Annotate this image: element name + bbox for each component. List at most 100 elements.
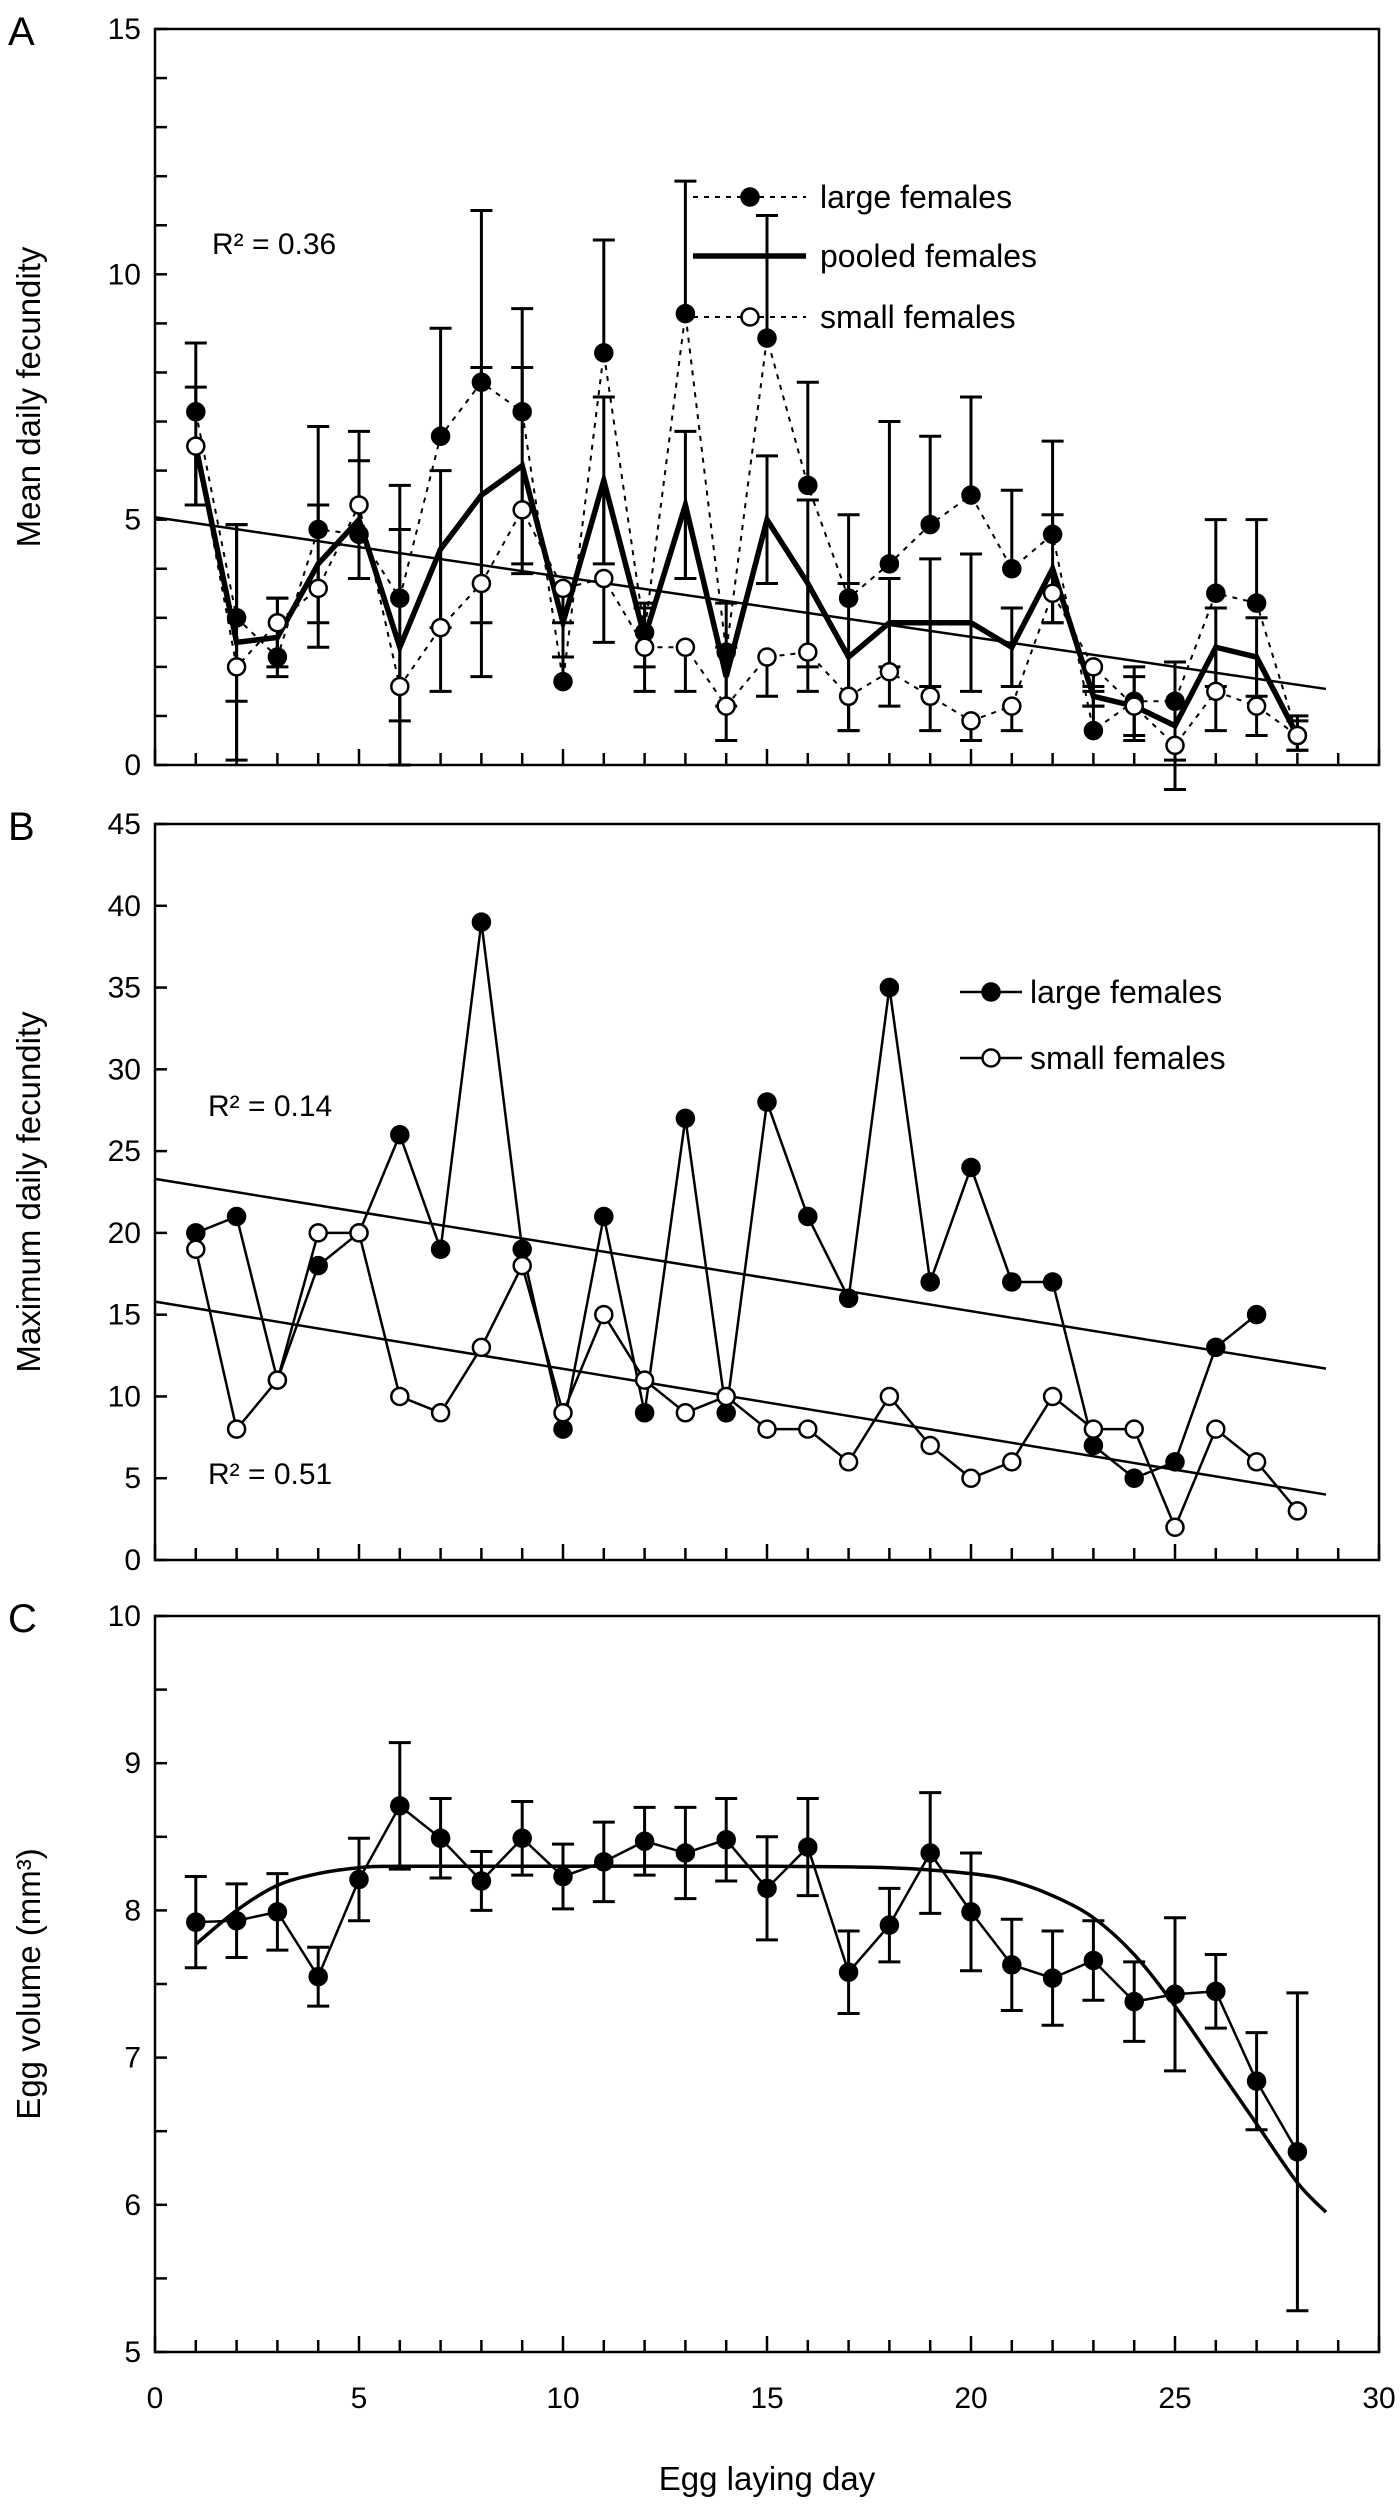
panel-a-small-line [194,445,1298,747]
panel-a-small-point [838,686,859,707]
panel-a-large-point [553,671,573,692]
x-tick-label: 15 [750,2382,783,2415]
panel-b-large-trendline [154,1177,1327,1370]
panel-a-large-point [1206,583,1226,604]
panel-b-small-point [226,1419,247,1439]
panel-a-large-point [349,524,369,545]
panel-a-small-point [1124,696,1144,716]
legend-a-large-marker [740,187,760,207]
legend-a-large: large females [820,179,1012,215]
panel-a-small-point [879,662,900,682]
panel-a-large-point [1002,558,1022,579]
panel-c-ylabel: Egg volume (mm³) [10,1848,47,2119]
panel-a-large-point [961,485,981,505]
panel-b-large-point [1206,1337,1226,1358]
legend-a-small-marker [740,307,760,327]
panel-b-small-point [1206,1419,1226,1439]
panel-b-large-point [634,1403,655,1423]
panel-a-large-point [879,554,900,574]
panel-c-point [471,1871,492,1891]
panel-c-point [716,1829,736,1850]
panel-a-large-point [430,426,451,447]
panel-a-large-point [1246,593,1267,613]
panel-b-small-point [1124,1419,1144,1439]
panel-letter-b: B [8,805,35,849]
panel-b-large-point [512,1239,532,1259]
panel-a-large-point [471,372,492,393]
panel-b-small-point [349,1223,369,1243]
panel-b-r2-large: R² = 0.14 [208,1090,332,1123]
panel-b-y-tick-label: 5 [124,1462,141,1495]
panel-a-large-point [757,328,777,348]
panel-b-small-point [390,1386,410,1407]
x-tick-label: 30 [1362,2382,1395,2415]
panel-c-point [1042,1968,1063,1988]
panel-a-small-point [961,711,981,731]
panel-b-small-point [716,1386,736,1407]
legend-b-large: large females [1030,974,1222,1010]
panel-c-y-tick-label: 10 [108,1600,141,1633]
panel-a-small-point [349,495,369,515]
panel-a-large-point [267,647,288,667]
x-tick-label: 0 [147,2382,164,2415]
panel-b-large-point [1042,1272,1063,1292]
panel-b-large-point [1002,1272,1022,1292]
panel-b-small-point [186,1239,206,1259]
panel-a-small-point [675,637,696,657]
panel-a-large-point [308,519,328,540]
panel-c-point [1287,2142,1308,2162]
x-tick-label: 25 [1158,2382,1191,2415]
panel-a-small-point [471,573,492,594]
panel-c-y-tick-label: 5 [124,2336,141,2369]
legend-b-large-marker [981,982,1001,1002]
panel-b-large-point [308,1255,328,1276]
panel-b-small-point [1246,1452,1267,1472]
panel-a-small-point [920,686,940,707]
panel-b-small-line [194,1231,1299,1531]
panel-b-y-tick-label: 15 [108,1299,141,1332]
panel-c-point [920,1843,940,1863]
panel-c-point [1083,1950,1104,1971]
x-tick-label: 20 [954,2382,987,2415]
panel-c-y-tick-label: 6 [124,2189,141,2222]
panel-c-point [1165,1984,1185,2005]
panel-a-large-point [1165,691,1185,711]
panel-b-small-point [594,1304,614,1325]
x-tick-label: 10 [546,2382,579,2415]
panel-a-large-point [186,401,206,422]
panel-a-small-point [1206,681,1226,702]
panel-c-point [1124,1991,1144,2012]
panel-c-point [634,1831,655,1851]
panel-a-small-point [186,436,206,456]
panel-a-small-point [716,696,736,716]
panel-a-trendline [154,515,1327,691]
panel-c-y-tick-label: 8 [124,1894,141,1927]
panel-b-ylabel: Maximum daily fecundity [10,1011,47,1373]
panel-b-large-point [1246,1304,1267,1325]
panel-c-data-line [195,1803,1299,2153]
panel-b-small-point [308,1223,328,1243]
panel-c-point [390,1796,410,1816]
panel-a-small-point [1002,696,1022,716]
panel-b-small-point [512,1255,532,1276]
panel-c-point [757,1878,777,1899]
panel-a-small-point [430,617,451,638]
panel-c-point [594,1852,614,1872]
panel-c-point [512,1828,532,1849]
panel-c-point [267,1902,288,1922]
panel-b-small-point [634,1370,655,1390]
panel-b-large-point [430,1239,451,1259]
panel-a-large-point [390,588,410,608]
panel-b-large-point [390,1125,410,1145]
panel-b-large-point [1165,1452,1185,1472]
panel-b-small-point [267,1370,288,1390]
panel-b-small-point [798,1419,818,1439]
panel-b-small-point [961,1468,981,1488]
panel-b-large-point [675,1108,696,1129]
panel-b-small-point [879,1386,900,1407]
panel-b-small-point [1083,1419,1104,1439]
panel-a-small-point [594,568,614,589]
panel-c-point [1002,1955,1022,1975]
panel-b-y-tick-label: 10 [108,1380,141,1413]
legend-b-small: small females [1030,1040,1226,1076]
